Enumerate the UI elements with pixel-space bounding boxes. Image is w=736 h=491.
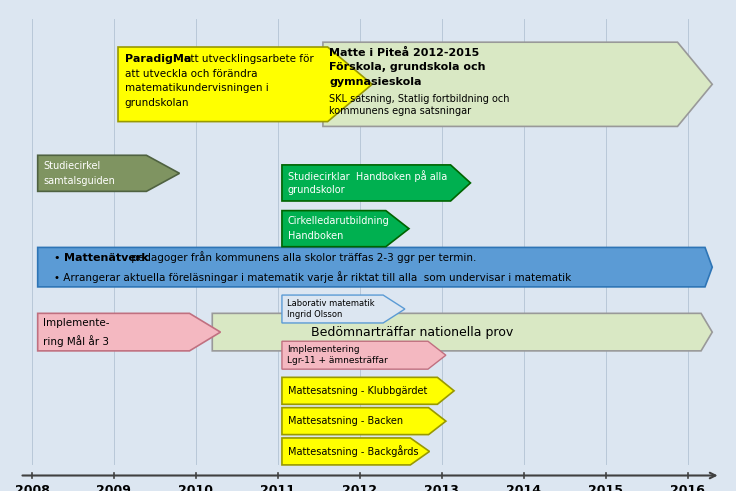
Text: Mattesatsning - Klubbgärdet: Mattesatsning - Klubbgärdet [288,386,427,396]
Polygon shape [282,211,409,246]
Text: gymnasieskola: gymnasieskola [330,77,422,87]
Text: Mattenätverk: Mattenätverk [64,252,149,263]
Text: Matte i Piteå 2012-2015: Matte i Piteå 2012-2015 [330,48,480,58]
Text: matematikundervisningen i: matematikundervisningen i [124,83,269,93]
Text: 2010: 2010 [178,484,213,491]
Text: 2014: 2014 [506,484,541,491]
Text: grundskolor: grundskolor [288,185,345,195]
Text: grundskolan: grundskolan [124,98,189,108]
Polygon shape [38,313,221,351]
Text: - ett utvecklingsarbete för: - ett utvecklingsarbete för [177,55,314,64]
Text: Studiecirklar  Handboken på alla: Studiecirklar Handboken på alla [288,170,447,182]
Polygon shape [118,47,372,122]
Text: Studiecirkel: Studiecirkel [43,161,101,171]
Text: 2013: 2013 [425,484,459,491]
Text: att utveckla och förändra: att utveckla och förändra [124,69,257,79]
Text: Cirkelledarutbildning: Cirkelledarutbildning [288,217,389,226]
Text: Implemente-: Implemente- [43,319,110,328]
Text: 2015: 2015 [588,484,623,491]
Text: kommunens egna satsningar: kommunens egna satsningar [330,106,472,116]
Text: Ingrid Olsson: Ingrid Olsson [287,310,342,319]
Text: 2016: 2016 [670,484,705,491]
Polygon shape [212,313,712,351]
Polygon shape [282,378,454,404]
Text: Bedömnarträffar nationella prov: Bedömnarträffar nationella prov [311,326,513,339]
Polygon shape [282,408,446,435]
Polygon shape [323,42,712,126]
Polygon shape [38,247,712,287]
Text: 2009: 2009 [96,484,131,491]
Text: 2012: 2012 [342,484,378,491]
Polygon shape [282,341,446,369]
Text: ring Mål år 3: ring Mål år 3 [43,335,110,347]
Polygon shape [38,155,180,191]
Text: Lgr-11 + ämnesträffar: Lgr-11 + ämnesträffar [287,356,388,365]
Polygon shape [282,438,430,465]
Text: Mattesatsning - Backen: Mattesatsning - Backen [288,416,403,426]
Text: pedagoger från kommunens alla skolor träffas 2-3 ggr per termin.: pedagoger från kommunens alla skolor trä… [128,251,476,264]
Polygon shape [282,165,470,201]
Text: Mattesatsning - Backgårds: Mattesatsning - Backgårds [288,445,418,458]
Text: SKL satsning, Statlig fortbildning och: SKL satsning, Statlig fortbildning och [330,94,510,104]
Text: •: • [54,252,64,263]
Text: 2008: 2008 [15,484,49,491]
Text: ParadigMa: ParadigMa [124,55,191,64]
Text: Förskola, grundskola och: Förskola, grundskola och [330,62,486,73]
Text: samtalsguiden: samtalsguiden [43,176,116,186]
Text: • Arrangerar aktuella föreläsningar i matematik varje år riktat till alla  som u: • Arrangerar aktuella föreläsningar i ma… [54,271,571,283]
Text: 2011: 2011 [261,484,295,491]
Polygon shape [282,295,405,323]
Text: Handboken: Handboken [288,231,343,241]
Text: Laborativ matematik: Laborativ matematik [287,299,375,308]
Text: Implementering: Implementering [287,345,359,354]
